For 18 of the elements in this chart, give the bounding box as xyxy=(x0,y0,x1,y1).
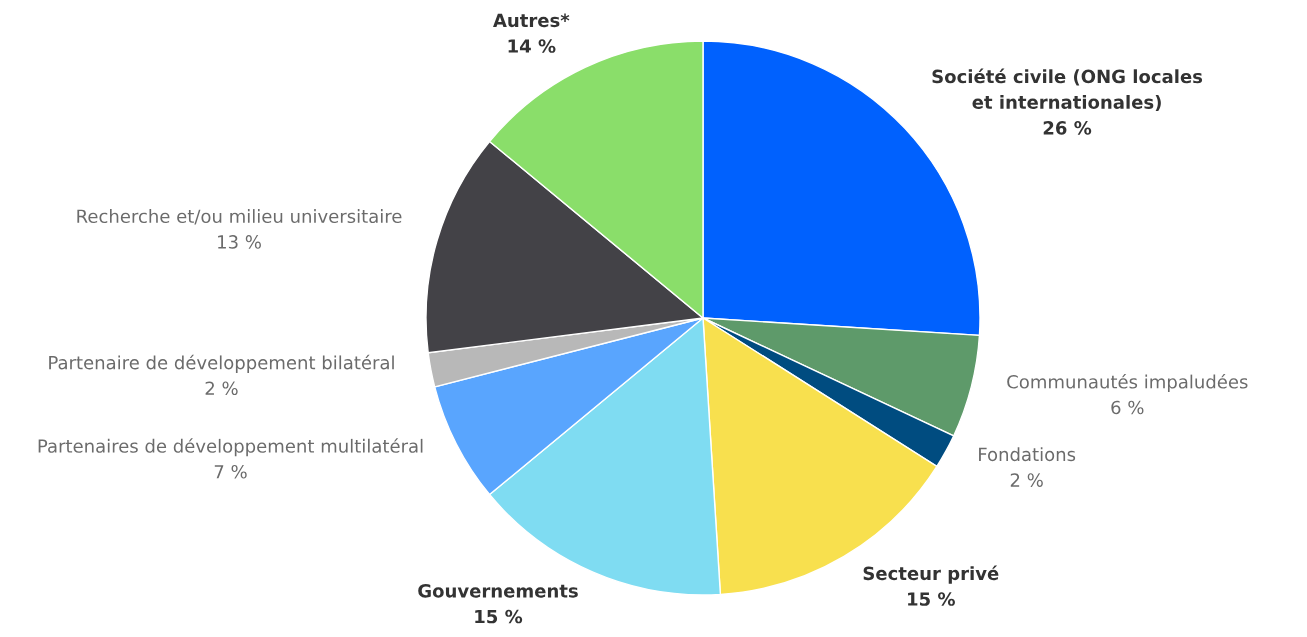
data-label: 26 % xyxy=(1043,121,1092,135)
data-label: 7 % xyxy=(214,464,247,479)
data-label: 2 % xyxy=(1010,473,1043,487)
data-label: 15 % xyxy=(475,609,523,624)
data-label: 15 % xyxy=(908,592,955,606)
slice-label: Partenaires de développement multilatéral xyxy=(38,438,423,457)
slice-label: Fondations xyxy=(979,447,1076,462)
slice-label: Communautés impaludées xyxy=(1007,373,1248,393)
data-label: 6 % xyxy=(1111,400,1144,415)
data-label: 2 % xyxy=(205,381,238,396)
slice-label: Secteur privé xyxy=(863,565,999,584)
data-label: 13 % xyxy=(218,235,261,249)
slice-label: Partenaire de développement bilatéral xyxy=(49,354,394,373)
slice-label: Gouvernements xyxy=(418,583,578,598)
slice-label: Autres* xyxy=(493,13,570,28)
data-label: 14 % xyxy=(508,39,556,53)
slice-label: Société civile (ONG locales et internationales) xyxy=(932,68,1203,112)
slice-label: Recherche et/ou milieu universitaire xyxy=(77,209,402,225)
